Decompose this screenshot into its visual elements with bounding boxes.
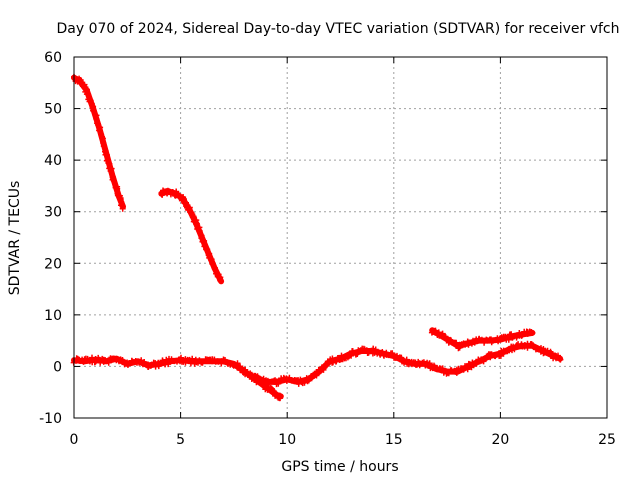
data-series bbox=[70, 73, 564, 402]
series-pass-2 bbox=[158, 187, 225, 285]
x-tick-label: 20 bbox=[491, 432, 509, 448]
data-point bbox=[528, 329, 535, 335]
x-tick-label: 5 bbox=[176, 432, 185, 448]
x-tick-label: 0 bbox=[70, 432, 79, 448]
data-point bbox=[179, 197, 186, 204]
data-point bbox=[209, 261, 216, 267]
data-point bbox=[148, 362, 154, 369]
data-point bbox=[104, 152, 110, 158]
data-point bbox=[100, 143, 107, 150]
data-point bbox=[208, 256, 215, 263]
data-point bbox=[193, 220, 200, 227]
data-point bbox=[524, 344, 531, 351]
data-point bbox=[313, 372, 320, 379]
data-point bbox=[97, 359, 104, 366]
data-point bbox=[234, 364, 241, 371]
data-point bbox=[87, 97, 94, 104]
series-pass-4 bbox=[252, 340, 564, 388]
data-point bbox=[211, 265, 218, 272]
data-point bbox=[119, 205, 126, 212]
data-point bbox=[439, 365, 446, 372]
x-tick-label: 10 bbox=[278, 432, 296, 448]
data-point bbox=[530, 342, 537, 349]
data-point bbox=[96, 127, 103, 134]
data-point bbox=[401, 359, 407, 366]
data-point bbox=[105, 160, 112, 166]
y-tick-label: 10 bbox=[44, 308, 62, 324]
series-pass-3 bbox=[70, 354, 284, 402]
data-point bbox=[301, 379, 308, 386]
axis-ticks: 0 5 10 15 20 25 -10 0 10 20 30 40 50 60 bbox=[39, 50, 616, 448]
data-point bbox=[77, 77, 84, 84]
data-point bbox=[217, 277, 224, 284]
data-point bbox=[490, 337, 496, 344]
data-point bbox=[555, 352, 561, 359]
data-point bbox=[199, 359, 206, 366]
data-point bbox=[85, 91, 92, 98]
y-tick-label: 50 bbox=[44, 102, 62, 118]
data-point bbox=[432, 327, 439, 334]
data-point bbox=[193, 219, 200, 226]
x-axis-label: GPS time / hours bbox=[281, 459, 398, 475]
chart-title: Day 070 of 2024, Sidereal Day-to-day VTE… bbox=[56, 21, 619, 37]
data-point bbox=[107, 168, 114, 174]
data-point bbox=[295, 380, 302, 387]
data-point bbox=[204, 246, 211, 253]
data-point bbox=[203, 245, 210, 252]
data-point bbox=[389, 350, 396, 357]
data-point bbox=[330, 359, 336, 366]
y-tick-label: 30 bbox=[44, 205, 62, 221]
y-tick-label: 0 bbox=[53, 359, 62, 375]
series-pass-1 bbox=[71, 73, 126, 212]
data-point bbox=[557, 356, 564, 363]
data-point bbox=[529, 329, 536, 336]
data-point bbox=[338, 352, 345, 359]
data-point bbox=[181, 196, 187, 202]
data-point bbox=[535, 345, 542, 352]
y-tick-label: -10 bbox=[39, 411, 62, 427]
data-point bbox=[336, 357, 343, 363]
data-point bbox=[90, 107, 97, 114]
series-pass-5 bbox=[428, 327, 536, 352]
x-tick-label: 25 bbox=[598, 432, 616, 448]
y-tick-label: 60 bbox=[44, 50, 62, 66]
data-point bbox=[102, 148, 108, 155]
data-point bbox=[456, 344, 463, 351]
data-point bbox=[197, 229, 203, 236]
y-axis-label: SDTVAR / TECUs bbox=[7, 181, 23, 296]
data-point bbox=[89, 354, 95, 361]
data-point bbox=[468, 340, 475, 347]
data-point bbox=[548, 350, 555, 357]
y-tick-label: 40 bbox=[44, 153, 62, 169]
data-point bbox=[93, 115, 100, 122]
data-point bbox=[276, 392, 283, 399]
x-tick-label: 15 bbox=[385, 432, 403, 448]
data-point bbox=[372, 346, 379, 353]
data-point bbox=[488, 351, 495, 358]
data-point bbox=[110, 178, 117, 184]
plot-frame bbox=[73, 56, 608, 419]
data-point bbox=[308, 375, 315, 382]
data-point bbox=[269, 387, 276, 393]
data-point bbox=[344, 354, 351, 361]
data-point bbox=[317, 368, 324, 375]
data-point bbox=[466, 339, 472, 346]
grid-lines bbox=[74, 57, 607, 418]
data-point bbox=[275, 379, 282, 386]
y-tick-label: 20 bbox=[44, 256, 62, 272]
data-point bbox=[473, 360, 480, 367]
data-point bbox=[200, 238, 207, 245]
data-point bbox=[97, 124, 104, 131]
data-point bbox=[190, 213, 197, 220]
data-point bbox=[293, 377, 300, 384]
